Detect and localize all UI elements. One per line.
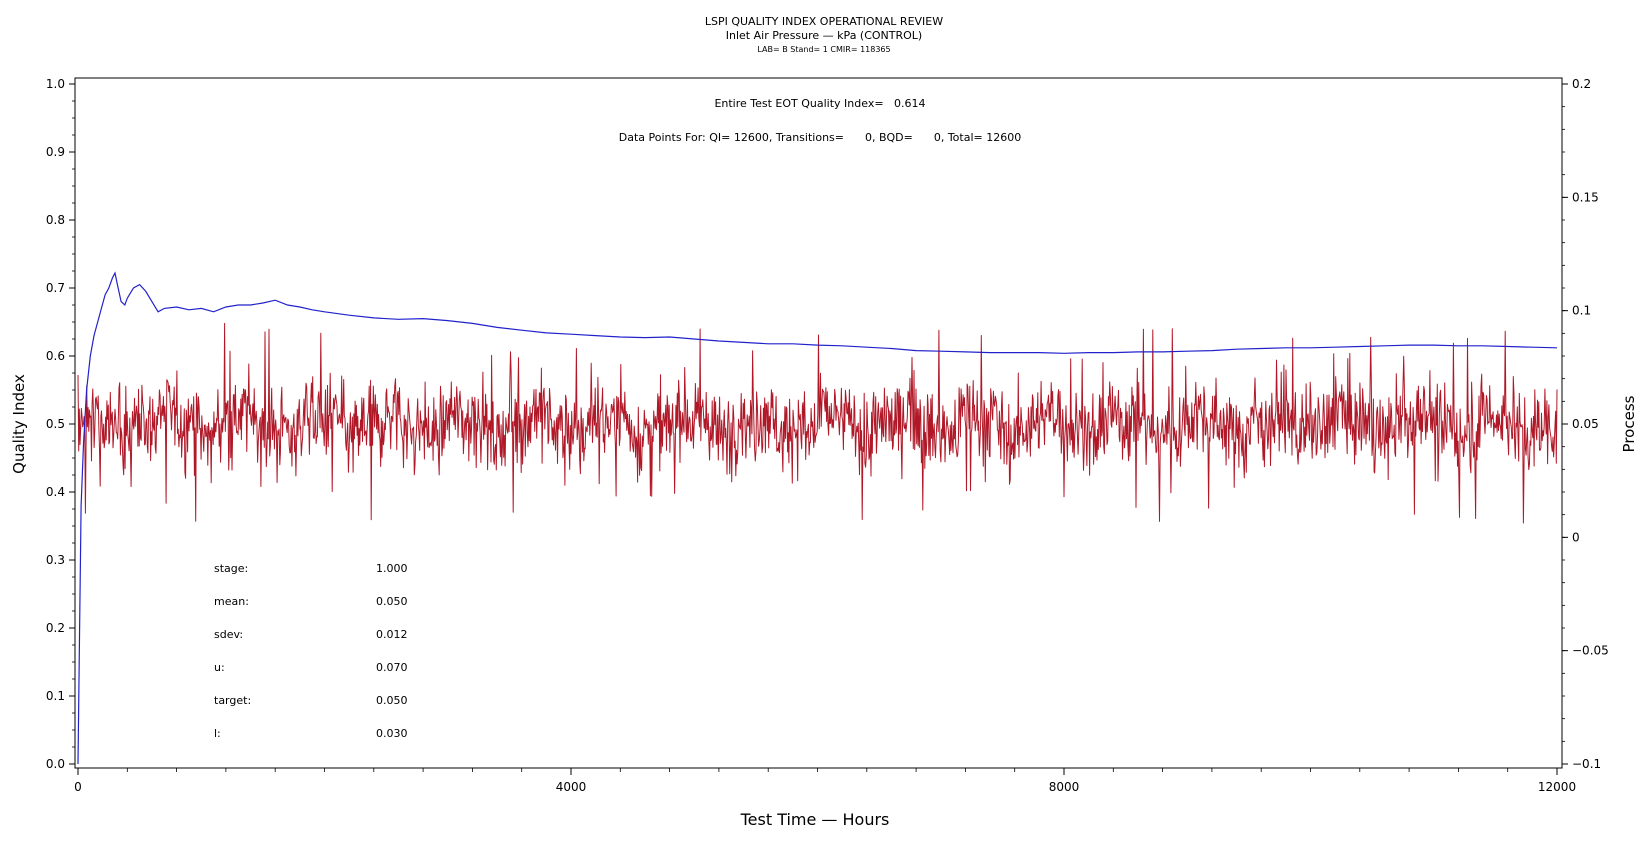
chart-subtitle: Inlet Air Pressure — kPa (CONTROL) <box>726 29 922 42</box>
y-left-tick-label: 1.0 <box>46 77 65 91</box>
stat-value: 0.050 <box>376 595 408 608</box>
y-right-tick-label: 0 <box>1572 530 1580 544</box>
chart-subtitle-2: LAB= B Stand= 1 CMIR= 118365 <box>757 45 890 54</box>
stat-value: 0.050 <box>376 694 408 707</box>
data-points-label: Data Points For: QI= 12600, Transitions=… <box>619 131 1021 144</box>
y-left-tick-label: 0.9 <box>46 145 65 159</box>
y-left-tick-label: 0.3 <box>46 553 65 567</box>
y-left-tick-label: 0.0 <box>46 757 65 771</box>
stat-label: target: <box>214 694 251 707</box>
y-left-tick-label: 0.7 <box>46 281 65 295</box>
stat-label: mean: <box>214 595 249 608</box>
stat-value: 0.030 <box>376 727 408 740</box>
x-tick-label: 0 <box>74 780 82 794</box>
stat-value: 0.070 <box>376 661 408 674</box>
plot-frame <box>74 77 1563 769</box>
x-axis: 0 4000 8000 12000 <box>74 768 1576 794</box>
quality-index-line <box>77 271 1558 765</box>
stat-label: l: <box>214 727 221 740</box>
y-right-tick-label: 0.2 <box>1572 77 1591 91</box>
y-right-tick-label: −0.05 <box>1572 644 1609 658</box>
y-left-tick-label: 0.1 <box>46 689 65 703</box>
y-left-tick-label: 0.4 <box>46 485 65 499</box>
stat-value: 1.000 <box>376 562 408 575</box>
y-right-tick-label: −0.1 <box>1572 757 1601 771</box>
x-tick-label: 12000 <box>1538 780 1576 794</box>
stat-value: 0.012 <box>376 628 408 641</box>
stat-label: u: <box>214 661 225 674</box>
y-right-tick-label: 0.15 <box>1572 190 1599 204</box>
y-left-tick-label: 0.2 <box>46 621 65 635</box>
y-axis-right-label: Process <box>1620 395 1638 452</box>
y-right-tick-label: 0.05 <box>1572 417 1599 431</box>
x-axis-label: Test Time — Hours <box>740 810 890 829</box>
x-tick-label: 8000 <box>1049 780 1080 794</box>
stat-label: stage: <box>214 562 248 575</box>
y-right-tick-label: 0.1 <box>1572 304 1591 318</box>
process-series-group <box>77 322 1558 524</box>
x-tick-label: 4000 <box>556 780 587 794</box>
y-left-tick-label: 0.8 <box>46 213 65 227</box>
stats-block: stage: 1.000 mean: 0.050 sdev: 0.012 u: 0.070 ta… <box>214 562 408 740</box>
chart-title: LSPI QUALITY INDEX OPERATIONAL REVIEW <box>705 15 943 28</box>
y-left-tick-label: 0.5 <box>46 417 65 431</box>
eot-quality-index-label: Entire Test EOT Quality Index= 0.614 <box>714 97 925 110</box>
stat-label: sdev: <box>214 628 243 641</box>
y-axis-left-label: Quality Index <box>10 374 28 474</box>
process-series-line <box>77 322 1558 524</box>
right-axis: −0.1 −0.05 0 0.05 0.1 0.15 0.2 <box>1562 77 1609 771</box>
y-left-tick-label: 0.6 <box>46 349 65 363</box>
quality-index-series-group <box>77 271 1558 765</box>
left-axis: 0.0 0.1 0.2 0.3 0.4 0.5 0.6 0.7 0.8 0.9 1.0 <box>46 77 75 771</box>
